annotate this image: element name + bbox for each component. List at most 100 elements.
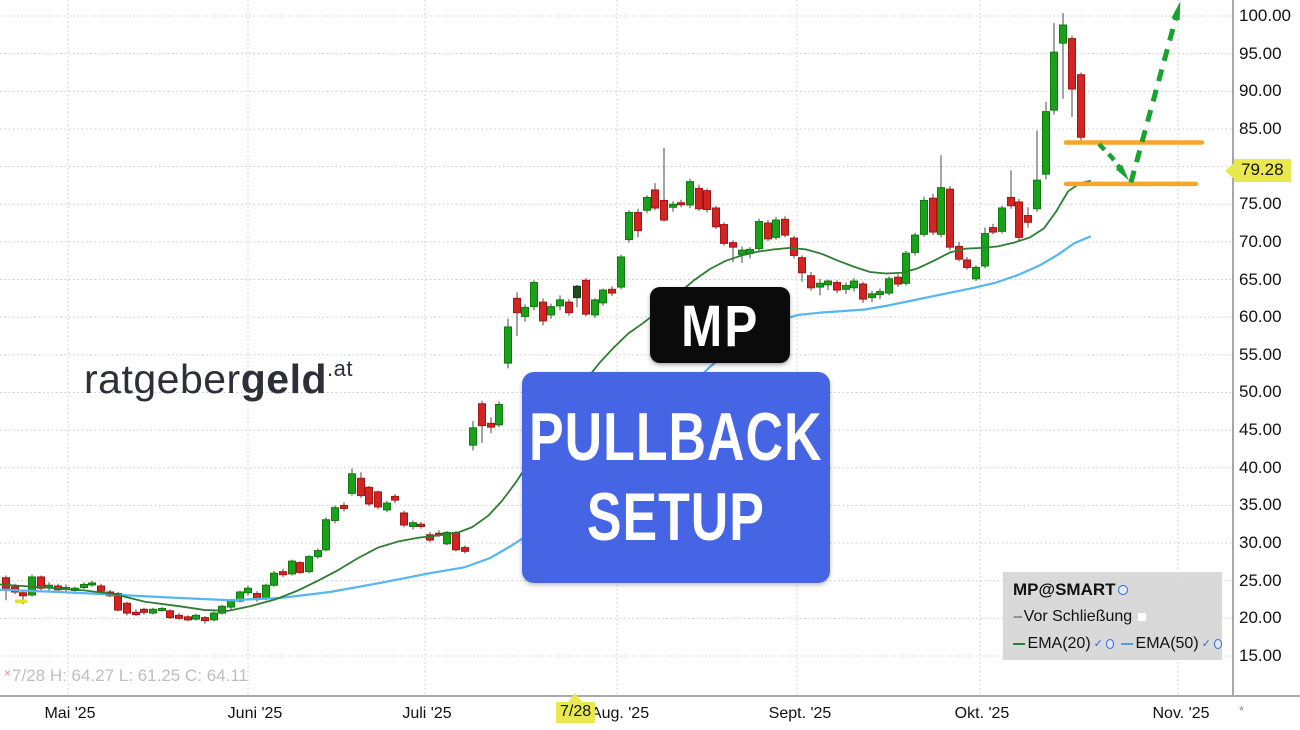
candle[interactable] bbox=[591, 299, 599, 316]
candle[interactable] bbox=[894, 276, 902, 285]
candle[interactable] bbox=[262, 584, 270, 600]
candle[interactable] bbox=[391, 495, 399, 501]
candle[interactable] bbox=[1068, 38, 1076, 90]
candle[interactable] bbox=[807, 275, 815, 289]
candle[interactable] bbox=[331, 507, 339, 521]
candle[interactable] bbox=[1024, 215, 1032, 223]
candle[interactable] bbox=[859, 283, 867, 300]
candle[interactable] bbox=[80, 583, 88, 588]
candle[interactable] bbox=[582, 279, 590, 315]
candle[interactable] bbox=[617, 256, 625, 288]
candle[interactable] bbox=[97, 585, 105, 592]
candle[interactable] bbox=[357, 477, 365, 497]
candle[interactable] bbox=[1033, 179, 1041, 210]
candle[interactable] bbox=[123, 602, 131, 614]
candle[interactable] bbox=[599, 289, 607, 304]
candle[interactable] bbox=[184, 616, 192, 621]
candle[interactable] bbox=[981, 233, 989, 267]
candle[interactable] bbox=[340, 504, 348, 509]
close-crosshair-icon[interactable]: × bbox=[4, 666, 12, 680]
candle[interactable] bbox=[88, 582, 96, 586]
candle[interactable] bbox=[677, 202, 685, 206]
legend-ema50-label[interactable]: EMA(50) bbox=[1135, 634, 1199, 652]
candle[interactable] bbox=[963, 259, 971, 268]
candle[interactable] bbox=[556, 299, 564, 307]
candle[interactable] bbox=[296, 562, 304, 573]
candle[interactable] bbox=[365, 486, 373, 505]
candle[interactable] bbox=[1059, 24, 1067, 44]
candle[interactable] bbox=[270, 572, 278, 586]
candle[interactable] bbox=[236, 591, 244, 602]
candle[interactable] bbox=[842, 285, 850, 290]
candle[interactable] bbox=[495, 404, 503, 426]
candle[interactable] bbox=[279, 571, 287, 576]
candle[interactable] bbox=[868, 293, 876, 299]
candle[interactable] bbox=[149, 608, 157, 614]
candle[interactable] bbox=[998, 207, 1006, 232]
candle[interactable] bbox=[132, 611, 140, 616]
candle[interactable] bbox=[885, 278, 893, 294]
candle[interactable] bbox=[547, 306, 555, 316]
symbol-settings-icon[interactable] bbox=[1117, 584, 1128, 595]
candle[interactable] bbox=[686, 181, 694, 206]
candle[interactable] bbox=[608, 288, 616, 294]
candle[interactable] bbox=[764, 222, 772, 240]
candle[interactable] bbox=[400, 512, 408, 526]
candle[interactable] bbox=[989, 227, 997, 233]
candle[interactable] bbox=[244, 587, 252, 594]
legend-preclose-row[interactable]: -- Vor Schließung bbox=[1013, 603, 1222, 630]
ema50-settings-icon[interactable] bbox=[1213, 638, 1222, 649]
candle[interactable] bbox=[695, 187, 703, 210]
candle[interactable] bbox=[902, 252, 910, 284]
candle[interactable] bbox=[937, 187, 945, 235]
candle[interactable] bbox=[1050, 51, 1058, 111]
candle[interactable] bbox=[720, 224, 728, 244]
candle[interactable] bbox=[946, 188, 954, 248]
candle[interactable] bbox=[1007, 196, 1015, 207]
candle[interactable] bbox=[729, 242, 737, 248]
candle[interactable] bbox=[772, 219, 780, 238]
legend-ema20-label[interactable]: EMA(20) bbox=[1027, 634, 1091, 652]
candle[interactable] bbox=[513, 297, 521, 314]
candle[interactable] bbox=[288, 560, 296, 575]
candle[interactable] bbox=[703, 190, 711, 211]
candle[interactable] bbox=[625, 212, 633, 241]
candle[interactable] bbox=[530, 282, 538, 308]
candle[interactable] bbox=[2, 577, 10, 589]
candle[interactable] bbox=[322, 519, 330, 551]
candle[interactable] bbox=[461, 547, 469, 552]
candle[interactable] bbox=[175, 614, 183, 619]
candle[interactable] bbox=[37, 576, 45, 589]
candle[interactable] bbox=[824, 280, 832, 286]
candle[interactable] bbox=[409, 522, 417, 527]
candle[interactable] bbox=[781, 218, 789, 236]
candle[interactable] bbox=[833, 282, 841, 291]
candle[interactable] bbox=[790, 237, 798, 256]
candle[interactable] bbox=[504, 326, 512, 364]
candle[interactable] bbox=[755, 221, 763, 250]
candle[interactable] bbox=[565, 301, 573, 314]
candle[interactable] bbox=[114, 593, 122, 611]
candle[interactable] bbox=[521, 306, 529, 317]
candle[interactable] bbox=[478, 403, 486, 427]
candle[interactable] bbox=[314, 550, 322, 558]
candle[interactable] bbox=[876, 291, 884, 296]
candle[interactable] bbox=[798, 257, 806, 274]
candle[interactable] bbox=[920, 199, 928, 235]
candle[interactable] bbox=[1077, 74, 1085, 138]
candle[interactable] bbox=[955, 245, 963, 260]
candle[interactable] bbox=[487, 422, 495, 428]
legend-symbol-row[interactable]: MP@SMART bbox=[1013, 576, 1222, 603]
candle[interactable] bbox=[158, 608, 166, 612]
candle[interactable] bbox=[850, 280, 858, 289]
candle[interactable] bbox=[192, 614, 200, 620]
candle[interactable] bbox=[911, 234, 919, 253]
candle[interactable] bbox=[651, 189, 659, 209]
candle[interactable] bbox=[1042, 111, 1050, 175]
candle[interactable] bbox=[669, 203, 677, 208]
candle[interactable] bbox=[660, 199, 668, 221]
candle[interactable] bbox=[1015, 201, 1023, 238]
candle[interactable] bbox=[643, 196, 651, 211]
ema20-check-icon[interactable]: ✓ bbox=[1093, 638, 1103, 650]
